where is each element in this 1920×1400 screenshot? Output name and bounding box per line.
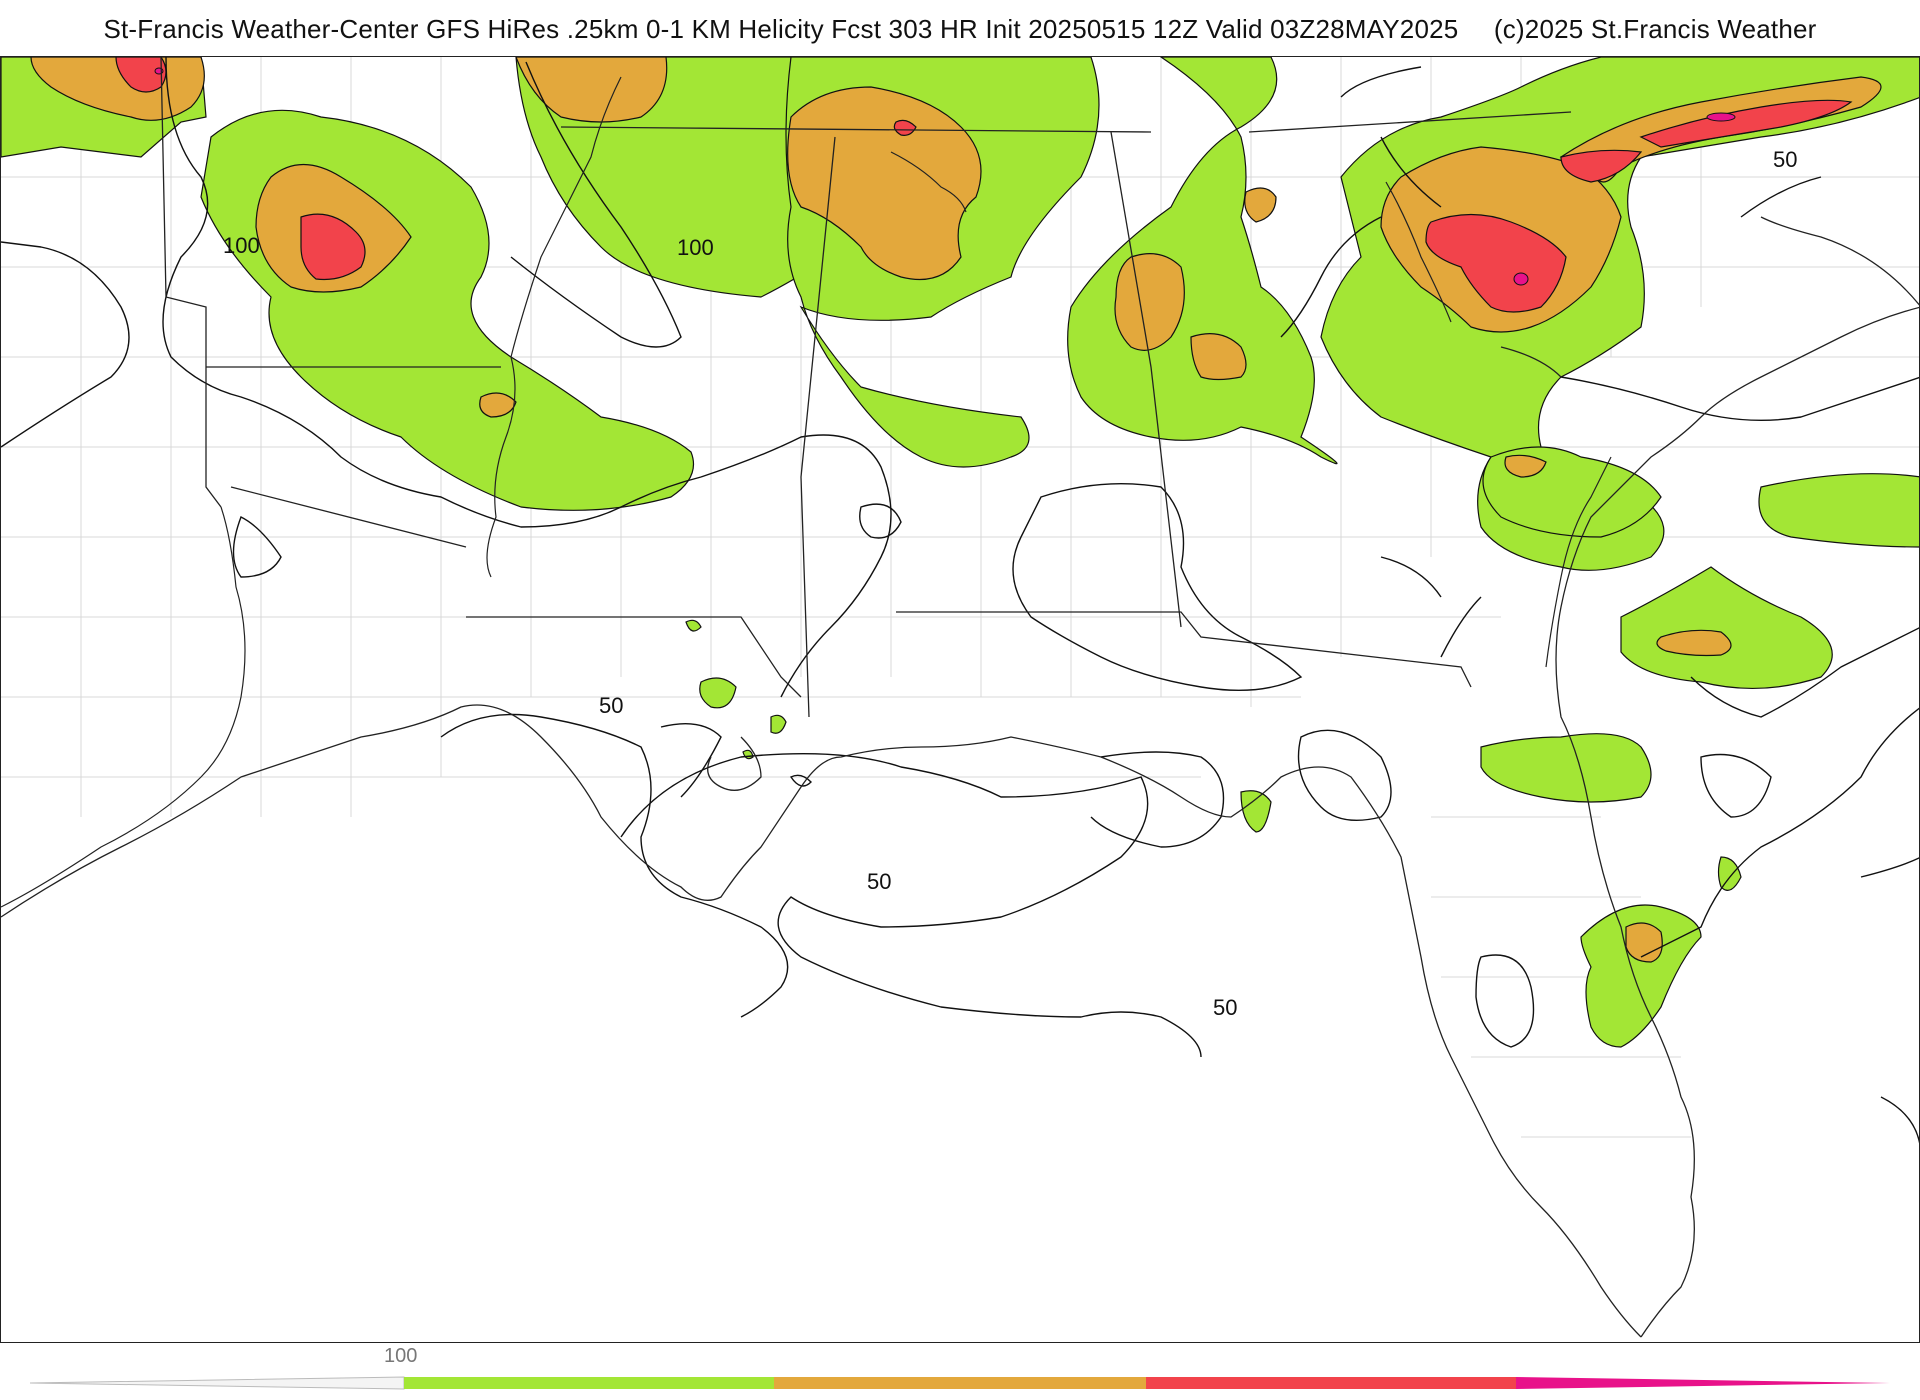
helicity-contours — [1, 57, 1919, 1144]
colorbar-tick-label: 100 — [384, 1345, 418, 1367]
colorbar-band-2 — [774, 1377, 1146, 1389]
state-boundaries — [160, 57, 1572, 718]
contour-label: 50 — [867, 869, 891, 894]
map-canvas: 100 100 50 50 50 50 — [1, 57, 1919, 1338]
colorbar-band-1 — [404, 1377, 774, 1389]
colorbar-high-triangle — [1516, 1377, 1890, 1389]
contour-label: 100 — [677, 235, 714, 260]
credit-text: (c)2025 St.Francis Weather — [1493, 14, 1817, 44]
contour-labels: 100 100 50 50 50 50 — [223, 147, 1797, 1020]
rivers — [1, 76, 1612, 908]
contour-label: 50 — [1773, 147, 1797, 172]
contour-label: 100 — [223, 233, 260, 258]
contour-label: 50 — [1213, 995, 1237, 1020]
colorbar — [29, 1376, 1890, 1390]
helicity-band-200-250 — [115, 57, 1853, 313]
coastline — [1, 216, 1919, 1338]
helicity-map: 100 100 50 50 50 50 — [0, 56, 1920, 1343]
contour-label: 50 — [599, 693, 623, 718]
map-title: St-Francis Weather-Center GFS HiRes .25k… — [0, 14, 1920, 45]
title-text: St-Francis Weather-Center GFS HiRes .25k… — [103, 14, 1459, 44]
colorbar-low-triangle — [29, 1376, 405, 1390]
colorbar-band-3 — [1146, 1377, 1516, 1389]
